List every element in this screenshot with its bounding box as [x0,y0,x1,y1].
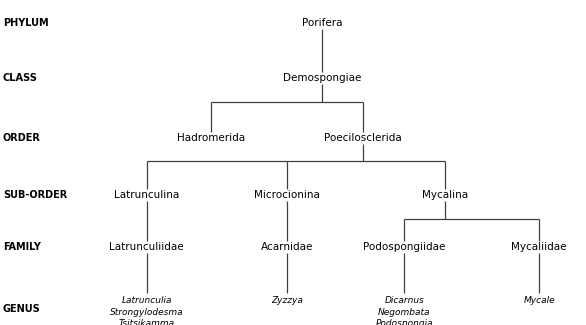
Text: Demospongiae: Demospongiae [283,73,362,83]
Text: Mycaliidae: Mycaliidae [512,242,567,252]
Text: Latrunculina: Latrunculina [114,190,179,200]
Text: Latrunculiidae: Latrunculiidae [109,242,184,252]
Text: Microcionina: Microcionina [254,190,320,200]
Text: Porifera: Porifera [302,18,343,28]
Text: Podospongiidae: Podospongiidae [363,242,445,252]
Text: Dicarnus
Negombata
Podospongia
Sigmosceptrella: Dicarnus Negombata Podospongia Sigmoscep… [368,296,441,325]
Text: Mycalina: Mycalina [423,190,468,200]
Text: Latrunculia
Strongylodesma
Tsitsikamma
Sceptrella: Latrunculia Strongylodesma Tsitsikamma S… [110,296,183,325]
Text: Hadromerida: Hadromerida [177,133,245,143]
Text: CLASS: CLASS [3,73,38,83]
Text: ORDER: ORDER [3,133,41,143]
Text: Acarnidae: Acarnidae [261,242,314,252]
Text: PHYLUM: PHYLUM [3,18,49,28]
Text: Poecilosclerida: Poecilosclerida [325,133,402,143]
Text: GENUS: GENUS [3,304,40,314]
Text: FAMILY: FAMILY [3,242,41,252]
Text: SUB-ORDER: SUB-ORDER [3,190,67,200]
Text: Mycale: Mycale [523,296,555,305]
Text: Zyzzya: Zyzzya [271,296,303,305]
